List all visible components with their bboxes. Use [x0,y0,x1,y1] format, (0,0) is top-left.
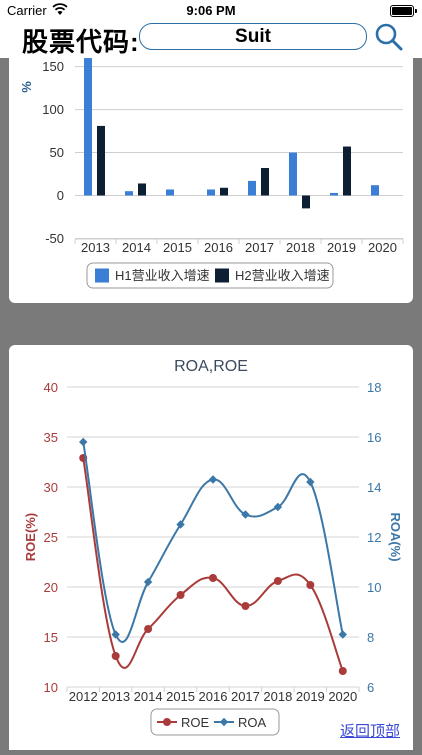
right-tick-label: 12 [367,530,381,545]
legend-label: ROA [238,715,267,730]
legend: ROE ROA [150,708,280,736]
x-tick-label: 2019 [327,240,356,255]
y-axis-label: % [19,81,34,93]
legend-marker-roa-diamond [219,717,229,727]
x-tick-label: 2015 [163,240,192,255]
bar-h1-2013 [84,58,92,196]
bar-h2-2014 [138,183,146,196]
roe-point-2019 [306,581,315,589]
series-line-roe [82,457,344,672]
x-tick-label: 2014 [134,689,163,704]
x-tick-label: 2013 [81,240,110,255]
bar-h2-2013 [97,125,105,196]
bar-h1-2016 [207,189,215,196]
roe-point-2018 [273,577,282,585]
x-tick-label: 2015 [166,689,195,704]
y-tick-label: 50 [50,145,64,160]
bar-h1-2018 [289,152,297,196]
bar-h1-2015 [166,189,174,196]
roa-point-2020 [338,630,347,639]
back-to-top-link[interactable]: 返回顶部 [340,723,401,740]
left-tick-label: 15 [44,630,58,645]
right-axis-label: ROA(%) [388,512,403,561]
y-tick-label: 0 [57,188,64,203]
x-tick-label: 2016 [199,689,228,704]
revenue-growth-chart: 150 100 50 0 -50% 2013 2014 2015 2016 2017 2018 201… [19,58,404,289]
series-line-roa [82,441,344,643]
x-tick-label: 2018 [263,689,292,704]
legend-swatch [215,268,229,283]
stock-code-input[interactable]: Suit [139,23,367,50]
right-tick-label: 10 [367,580,381,595]
roe-point-2015 [176,591,185,599]
legend: H1营业收入增速 H2营业收入增速 [86,262,334,289]
x-tick-label: 2017 [245,240,274,255]
left-tick-label: 25 [44,530,58,545]
left-axis-label: ROE(%) [23,513,38,561]
x-tick-label: 2020 [368,240,397,255]
legend-label: H1营业收入增速 [115,268,210,283]
roa-point-2012 [79,437,88,447]
bar-h2-2019 [343,146,351,196]
bar-h2-2018 [302,195,310,209]
roe-point-2020 [338,667,347,675]
right-tick-label: 14 [367,480,381,495]
roe-point-2014 [144,625,153,633]
x-tick-label: 2014 [122,240,151,255]
roa-roe-card: ROA,ROE 40 35 30 25 20 15 10 18 16 14 12 10 8 6 ROE(%) R… [9,345,413,750]
status-bar: Carrier 9:06 PM [0,0,422,20]
bar-h1-2020 [371,185,379,196]
legend-swatch [95,268,109,283]
right-tick-label: 8 [367,630,374,645]
bar-h1-2017 [248,180,256,196]
bar-h1-2014 [125,191,133,196]
carrier-label: Carrier [7,3,47,18]
legend-label: H2营业收入增速 [235,268,330,283]
left-tick-label: 35 [44,430,58,445]
battery-icon [390,5,417,17]
left-tick-label: 10 [44,680,58,695]
x-tick-label: 2018 [286,240,315,255]
right-tick-label: 18 [367,380,381,395]
roa-point-2015 [176,520,185,529]
x-tick-label: 2017 [231,689,260,704]
y-tick-label: -50 [45,231,64,246]
search-header: 股票代码: Suit [0,20,422,58]
chart-title: ROA,ROE [174,358,248,375]
roa-point-2017 [241,510,250,519]
revenue-growth-card: 150 100 50 0 -50% 2013 2014 2015 2016 2017 2018 201… [9,58,413,303]
bar-h2-2016 [220,187,228,196]
x-tick-label: 2016 [204,240,233,255]
right-tick-label: 16 [367,430,381,445]
left-tick-label: 30 [44,480,58,495]
clock: 9:06 PM [186,3,236,18]
roe-point-2017 [241,602,250,610]
roe-point-2013 [111,652,120,660]
x-tick-label: 2020 [328,689,357,704]
y-tick-label: 150 [42,59,64,74]
roa-point-2016 [208,475,218,484]
x-tick-label: 2013 [101,689,130,704]
bar-h2-2017 [261,168,269,196]
roe-point-2016 [209,574,217,582]
x-tick-label: 2012 [69,689,98,704]
legend-label: ROE [181,715,210,730]
x-tick-label: 2019 [296,689,325,704]
stock-code-label: 股票代码: [22,27,140,57]
left-tick-label: 40 [44,380,58,395]
roa-point-2013 [111,630,120,639]
roa-point-2018 [273,502,283,512]
roa-point-2014 [143,577,153,587]
roa-point-2019 [306,477,315,487]
right-tick-label: 6 [367,680,374,695]
bar-h1-2019 [330,192,338,196]
legend-marker-roe-dot [163,718,171,726]
legend-box [86,262,334,289]
search-icon[interactable] [374,22,404,52]
wifi-icon [52,3,68,15]
left-tick-label: 20 [44,580,58,595]
y-tick-label: 100 [42,102,64,117]
